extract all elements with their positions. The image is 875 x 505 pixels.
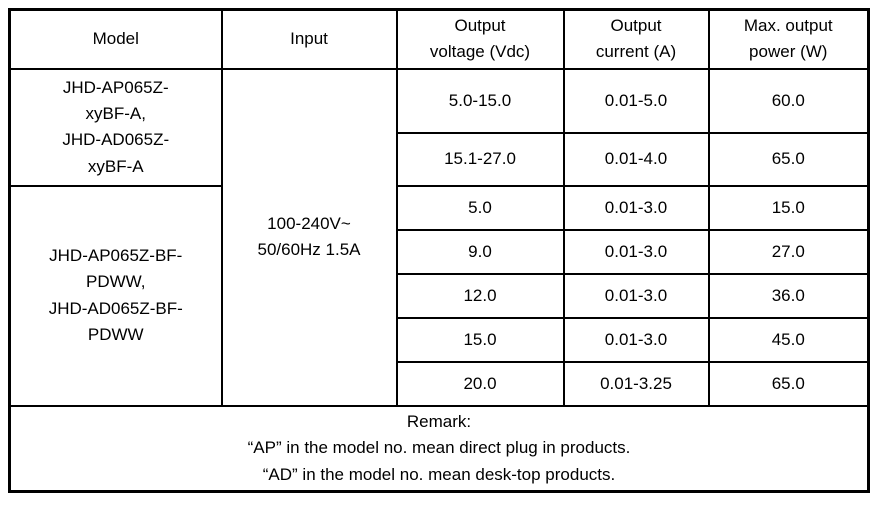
output-voltage-value: 5.0 [395,184,565,231]
model-group-2: JHD-AP065Z-BF- PDWW, JHD-AD065Z-BF- PDWW [8,184,223,407]
table-row: JHD-AP065Z- xyBF-A, JHD-AD065Z- xyBF-A 1… [8,67,870,407]
input-spec: 100-240V~ 50/60Hz 1.5A [220,67,398,407]
power-spec-table: Model Input Output voltage (Vdc) Output … [8,8,870,494]
col-header-max-output-power: Max. output power (W) [707,8,870,70]
table-row: 20.0 0.01-3.25 65.0 [10,360,870,407]
output-current-value: 0.01-3.25 [562,360,710,407]
table-row: 15.1-27.0 0.01-4.0 65.0 [10,131,870,187]
max-power-value: 65.0 [707,360,870,407]
output-current-value: 0.01-3.0 [562,184,710,231]
col-header-output-current: Output current (A) [562,8,710,70]
col-header-model: Model [8,8,223,70]
output-current-value: 0.01-3.0 [562,272,710,319]
table-row: JHD-AP065Z-BF- PDWW, JHD-AD065Z-BF- PDWW… [8,184,870,407]
max-power-value: 45.0 [707,316,870,363]
remark-text: Remark: “AP” in the model no. mean direc… [8,404,870,493]
output-voltage-value: 5.0-15.0 [395,67,565,134]
table-row: 9.0 0.01-3.0 27.0 [10,228,870,275]
output-voltage-value: 12.0 [395,272,565,319]
table-row: 15.0 0.01-3.0 45.0 [10,316,870,363]
max-power-value: 65.0 [707,131,870,187]
max-power-value: 36.0 [707,272,870,319]
table-row: Remark: “AP” in the model no. mean direc… [8,404,870,493]
col-header-input: Input [220,8,398,70]
model-group-1: JHD-AP065Z- xyBF-A, JHD-AD065Z- xyBF-A [8,67,223,187]
col-header-output-voltage: Output voltage (Vdc) [395,8,565,70]
output-current-value: 0.01-3.0 [562,316,710,363]
table-row: 12.0 0.01-3.0 36.0 [10,272,870,319]
output-voltage-value: 15.0 [395,316,565,363]
output-current-value: 0.01-3.0 [562,228,710,275]
max-power-value: 60.0 [707,67,870,134]
output-voltage-value: 15.1-27.0 [395,131,565,187]
output-voltage-value: 9.0 [395,228,565,275]
output-current-value: 0.01-5.0 [562,67,710,134]
max-power-value: 27.0 [707,228,870,275]
output-current-value: 0.01-4.0 [562,131,710,187]
table-header-row: Model Input Output voltage (Vdc) Output … [8,8,870,70]
max-power-value: 15.0 [707,184,870,231]
output-voltage-value: 20.0 [395,360,565,407]
